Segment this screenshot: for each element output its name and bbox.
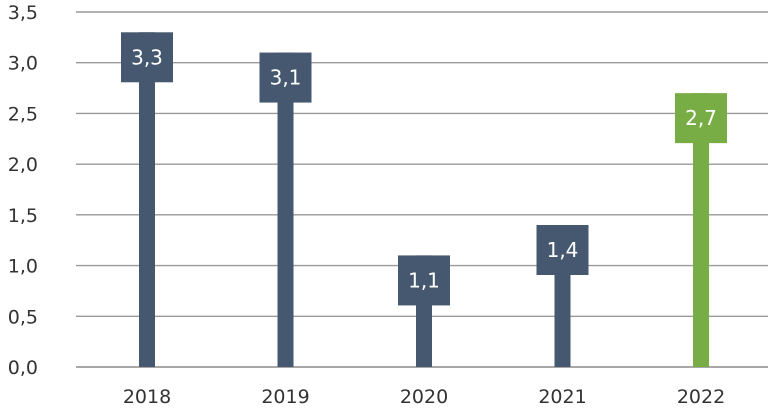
data-label: 1,4: [547, 238, 579, 262]
bar-label-box: [121, 32, 173, 83]
bar-stem: [277, 52, 294, 367]
x-axis-ticks: 2018 2019 2020 2021 2022: [123, 386, 725, 408]
y-tick-label: 2,5: [8, 103, 38, 125]
x-tick-label: 2018: [123, 386, 171, 408]
bar-label-box: [259, 52, 312, 103]
y-tick-label: 1,0: [8, 256, 38, 278]
data-label: 3,3: [131, 45, 163, 69]
x-tick-label: 2022: [677, 386, 725, 408]
bar-stem: [693, 93, 709, 368]
bar-2020: 1,1: [398, 255, 450, 367]
data-label: 1,1: [408, 268, 440, 292]
bars: 3,3 3,1 1,1 1,4 2,7: [121, 32, 727, 368]
bar-2021: 1,4: [536, 225, 589, 367]
bar-2018: 3,3: [121, 32, 173, 368]
bar-label-box: [398, 255, 450, 306]
y-tick-label: 0,5: [8, 306, 38, 328]
bar-label-box: [675, 93, 727, 144]
x-tick-label: 2020: [400, 386, 448, 408]
bar-label-box: [536, 225, 589, 275]
y-tick-label: 3,0: [8, 53, 38, 75]
bar-stem: [139, 32, 155, 368]
bar-2022: 2,7: [675, 93, 727, 368]
y-tick-label: 1,5: [8, 205, 38, 227]
x-tick-label: 2021: [538, 386, 586, 408]
data-label: 2,7: [685, 106, 717, 130]
y-tick-label: 2,0: [8, 154, 38, 176]
x-tick-label: 2019: [261, 386, 309, 408]
bar-2019: 3,1: [259, 52, 312, 367]
data-label: 3,1: [270, 66, 302, 90]
y-tick-label: 3,5: [8, 2, 38, 24]
y-axis-ticks: 0,0 0,5 1,0 1,5 2,0 2,5 3,0 3,5: [8, 2, 38, 379]
y-tick-label: 0,0: [8, 357, 38, 379]
